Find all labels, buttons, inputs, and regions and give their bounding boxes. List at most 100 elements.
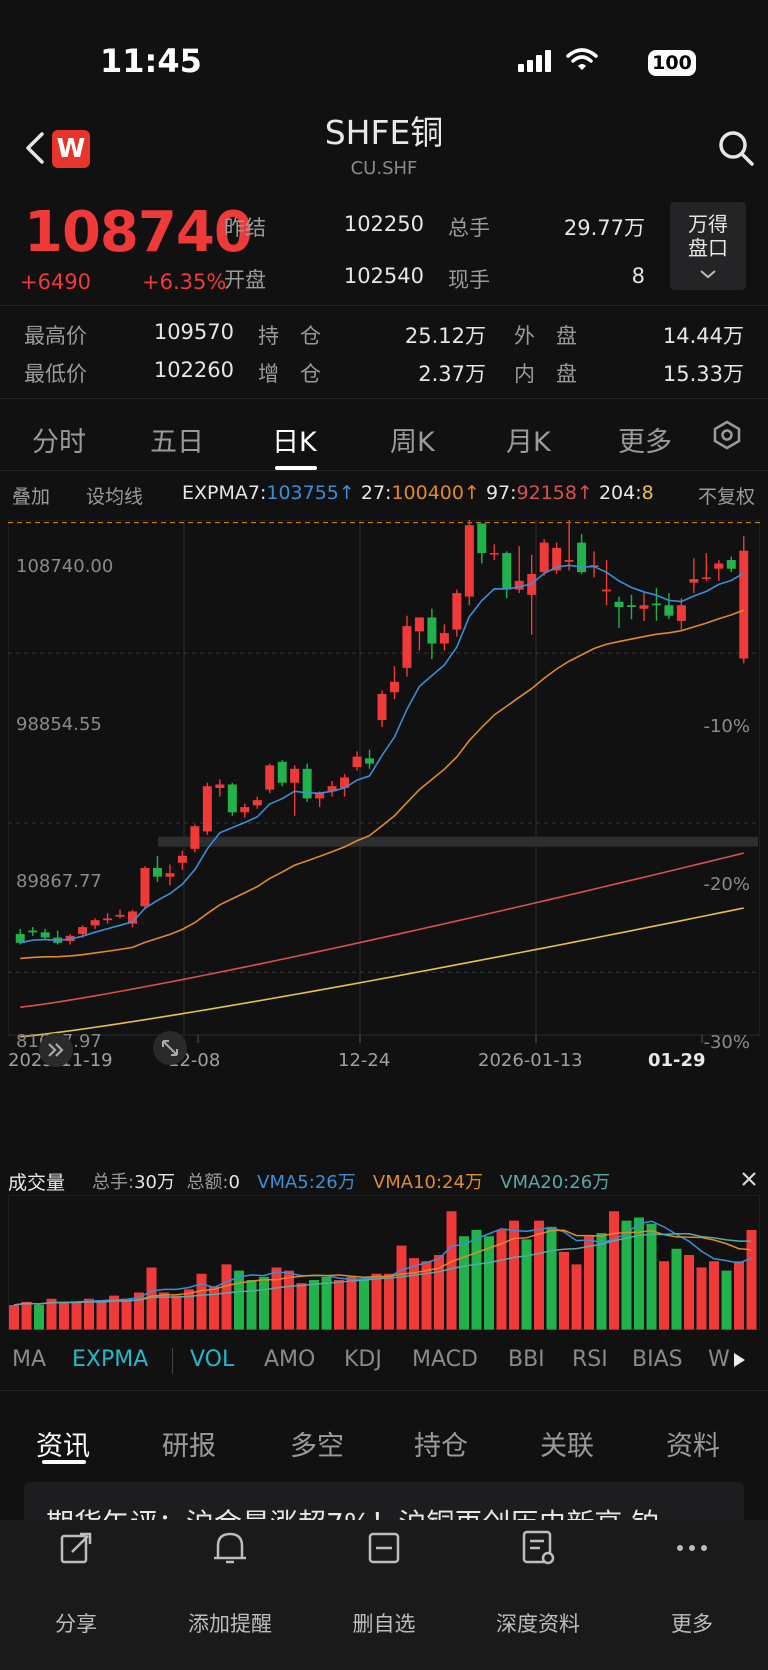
candle: [689, 558, 699, 594]
divider: [0, 1390, 768, 1391]
indicator-macd[interactable]: MACD: [412, 1347, 478, 1372]
candle: [152, 855, 162, 882]
candle-body: [240, 807, 250, 813]
ma-setting-button[interactable]: 设均线: [86, 486, 144, 508]
remove-watchlist-button[interactable]: 删自选: [352, 1612, 416, 1636]
candle-body: [40, 932, 50, 938]
candle-body: [614, 601, 624, 607]
candle: [103, 913, 113, 924]
expma27-label: 27:: [360, 482, 392, 504]
chevron-down-icon: [700, 270, 716, 279]
tab-monthly-k[interactable]: 月K: [506, 427, 551, 458]
settings-icon[interactable]: [712, 420, 742, 450]
candle: [614, 596, 624, 628]
oi-value: 25.12万: [404, 324, 486, 348]
candle-body: [564, 560, 574, 562]
tab-weekly-k[interactable]: 周K: [390, 427, 435, 458]
fullscreen-icon[interactable]: [152, 1030, 188, 1066]
candle-body: [365, 758, 375, 764]
remove-watchlist-icon[interactable]: [324, 1528, 444, 1568]
candle-body: [602, 589, 612, 592]
highlight-band: [158, 836, 758, 847]
battery-indicator: 100: [648, 50, 696, 76]
expma204-label: 204:: [598, 482, 642, 504]
indicator-vol[interactable]: VOL: [190, 1347, 235, 1372]
back-arrow-icon[interactable]: [18, 128, 52, 168]
tab-more[interactable]: 更多: [618, 427, 672, 458]
indicator-w[interactable]: W: [708, 1347, 730, 1372]
adjust-button[interactable]: 不复权: [698, 486, 756, 508]
volume-bar: [434, 1255, 444, 1330]
candle: [627, 594, 636, 620]
divider: [0, 470, 768, 471]
indicator-rsi[interactable]: RSI: [572, 1347, 608, 1372]
wind-logo-icon[interactable]: W: [52, 130, 90, 168]
more-button[interactable]: 更多: [671, 1612, 713, 1636]
total-amt-value: 0: [228, 1172, 240, 1193]
candle: [165, 864, 175, 886]
tab-long-short[interactable]: 多空: [290, 1431, 344, 1462]
indicator-expma[interactable]: EXPMA: [72, 1347, 149, 1372]
candle-body: [477, 523, 487, 554]
deep-data-icon[interactable]: [478, 1528, 598, 1568]
volume-bar: [609, 1211, 619, 1330]
tab-research[interactable]: 研报: [162, 1431, 216, 1462]
volume-bar: [646, 1223, 657, 1330]
volume-bars: [9, 1211, 757, 1330]
divider: [0, 398, 768, 399]
candle-body: [215, 784, 225, 788]
volume-bar: [109, 1295, 119, 1330]
ema7-line: [20, 564, 745, 944]
news-tab-underline: [42, 1460, 86, 1464]
candle: [527, 554, 537, 635]
candle: [315, 791, 325, 808]
add-alert-button[interactable]: 添加提醒: [188, 1612, 272, 1636]
candle-body: [552, 547, 562, 571]
vma5-label: VMA5:: [257, 1172, 315, 1193]
pankou-line2: 盘口: [688, 236, 728, 260]
indicator-bias[interactable]: BIAS: [632, 1347, 683, 1372]
candle: [140, 866, 150, 908]
total-hands-value: 30万: [134, 1172, 175, 1193]
share-button[interactable]: 分享: [55, 1612, 97, 1636]
candle-body: [464, 525, 474, 597]
share-icon[interactable]: [16, 1528, 136, 1568]
candle: [701, 553, 711, 581]
search-icon[interactable]: [716, 128, 756, 168]
more-dots-icon[interactable]: [632, 1528, 752, 1568]
indicator-kdj[interactable]: KDJ: [344, 1347, 382, 1372]
expand-left-icon[interactable]: [38, 1032, 74, 1068]
candle-body: [739, 550, 749, 659]
tab-intraday[interactable]: 分时: [32, 427, 86, 458]
overlay-button[interactable]: 叠加: [12, 486, 51, 508]
volume-bar: [209, 1286, 219, 1330]
inner-label: 内 盘: [514, 362, 577, 386]
candle: [639, 593, 649, 621]
volume-bar: [596, 1233, 607, 1330]
candle-body: [302, 768, 312, 799]
tab-related[interactable]: 关联: [540, 1431, 594, 1462]
candle: [464, 520, 474, 606]
pankou-button[interactable]: 万得 盘口: [670, 202, 746, 290]
indicator-ma[interactable]: MA: [12, 1347, 47, 1372]
play-right-icon[interactable]: [732, 1352, 746, 1368]
tab-positions[interactable]: 持仓: [414, 1431, 468, 1462]
deep-data-button[interactable]: 深度资料: [496, 1612, 580, 1636]
candle: [602, 560, 612, 606]
candle: [327, 780, 337, 797]
tab-daily-k[interactable]: 日K: [272, 427, 317, 458]
indicator-amo[interactable]: AMO: [264, 1347, 316, 1372]
tab-five-day[interactable]: 五日: [150, 427, 204, 458]
close-icon[interactable]: [740, 1170, 758, 1188]
volume-bar: [546, 1226, 557, 1330]
indicator-bbi[interactable]: BBI: [508, 1347, 545, 1372]
candle: [227, 782, 237, 816]
tab-profile[interactable]: 资料: [666, 1431, 720, 1462]
bell-icon[interactable]: [170, 1528, 290, 1568]
candle: [277, 760, 287, 787]
tab-news[interactable]: 资讯: [36, 1431, 90, 1462]
candle-body: [352, 756, 362, 768]
expma27-value: 100400↑: [391, 482, 480, 504]
volume-bar: [746, 1230, 757, 1330]
candlestick-chart[interactable]: 108740.0098854.5589867.7781697.97-10%-20…: [8, 520, 760, 1120]
